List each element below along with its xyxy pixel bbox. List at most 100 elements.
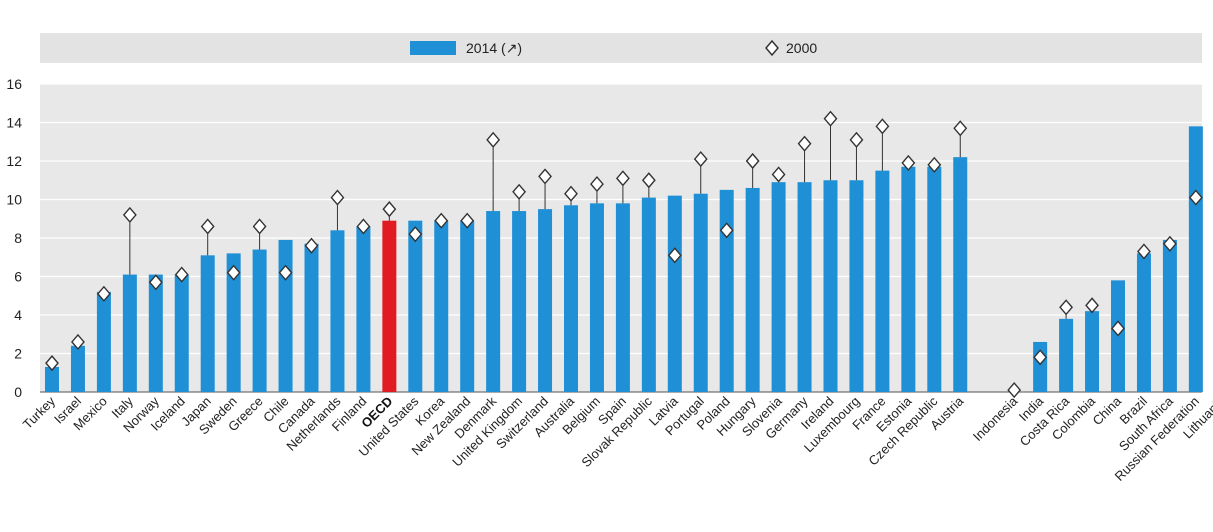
y-tick-label: 8: [14, 230, 22, 246]
marker-2000-canada: [304, 237, 319, 254]
marker-2000-luxembourg: [849, 131, 864, 148]
marker-2000-germany: [797, 135, 812, 152]
marker-2000-oecd: [382, 201, 397, 218]
marker-2000-finland: [356, 218, 371, 235]
marker-2000-mexico: [96, 285, 111, 302]
bar-belgium: [589, 203, 604, 392]
marker-2000-indonesia: [1007, 381, 1022, 399]
marker-2000-united-kingdom: [512, 183, 527, 200]
bar-czech-republic: [927, 166, 942, 392]
bar-new-zealand: [460, 220, 475, 392]
bar-portugal: [693, 193, 708, 392]
bar-greece: [252, 249, 267, 392]
x-tick-label-indonesia: Indonesia: [970, 393, 1021, 444]
markers-2000: [45, 110, 1203, 399]
marker-2000-israel: [71, 333, 85, 351]
marker-2000-estonia: [901, 154, 916, 172]
bar-spain: [615, 203, 630, 392]
y-tick-label: 14: [6, 115, 22, 131]
bar-united-kingdom: [512, 211, 527, 392]
bar-israel: [70, 345, 85, 392]
bar-mexico: [96, 291, 111, 392]
marker-2000-korea: [434, 212, 449, 229]
marker-2000-hungary: [745, 152, 760, 170]
marker-2000-portugal: [693, 150, 708, 168]
marker-2000-norway: [148, 274, 163, 291]
bar-france: [875, 170, 890, 392]
marker-2000-ireland: [823, 110, 838, 127]
marker-2000-costa-rica: [1059, 299, 1074, 316]
x-tick-label-turkey: Turkey: [20, 393, 59, 432]
marker-2000-united-states: [408, 226, 423, 243]
y-tick-label: 2: [14, 346, 22, 362]
bar-finland: [356, 226, 371, 392]
bar-oecd: [382, 220, 397, 392]
bar-norway: [148, 274, 163, 392]
y-tick-label: 12: [6, 153, 22, 169]
y-tick-label: 16: [6, 76, 22, 92]
marker-2000-slovenia: [771, 166, 786, 183]
marker-2000-spain: [615, 170, 630, 187]
marker-2000-denmark: [486, 131, 501, 148]
bar-colombia: [1085, 311, 1100, 392]
bar-russian-federation: [1188, 126, 1203, 392]
legend-item-2014: 2014 (↗): [410, 40, 522, 56]
marker-2000-turkey: [45, 355, 59, 372]
y-tick-label: 10: [6, 192, 22, 208]
bar-hungary: [745, 187, 760, 392]
legend-panel: [40, 33, 1202, 63]
marker-2000-sweden: [226, 264, 241, 281]
marker-2000-brazil: [1137, 243, 1151, 260]
marker-2000-france: [875, 118, 890, 135]
bar-japan: [200, 255, 215, 392]
bar-slovenia: [771, 182, 786, 392]
marker-2000-austria: [953, 120, 968, 137]
bars: [45, 126, 1203, 392]
bar-brazil: [1136, 253, 1151, 392]
bar-denmark: [486, 211, 501, 392]
marker-2000-slovak-republic: [641, 172, 656, 189]
bar-canada: [304, 243, 319, 392]
marker-2000-japan: [200, 218, 215, 235]
bar-sweden: [226, 253, 241, 392]
marker-2000-india: [1033, 349, 1048, 366]
legend-label-2000: 2000: [786, 40, 817, 56]
marker-2000-netherlands: [330, 189, 345, 206]
y-tick-label: 6: [14, 269, 22, 285]
bar-korea: [434, 220, 449, 392]
bar-iceland: [174, 274, 189, 392]
y-tick-label: 0: [14, 384, 22, 400]
bar-united-states: [408, 220, 423, 392]
marker-2000-latvia: [667, 247, 682, 264]
marker-2000-iceland: [174, 266, 189, 283]
marker-2000-chile: [278, 264, 293, 281]
marker-2000-china: [1111, 320, 1125, 337]
marker-2000-switzerland: [538, 168, 552, 185]
x-tick-label-china: China: [1089, 393, 1124, 428]
marker-2000-belgium: [590, 176, 604, 193]
marker-2000-new-zealand: [460, 212, 475, 229]
bar-chile: [278, 239, 293, 392]
y-tick-label: 4: [14, 307, 22, 323]
bar-latvia: [667, 195, 682, 392]
marker-2000-italy: [122, 206, 137, 223]
bar-poland: [719, 189, 734, 392]
legend-label-2014: 2014 (↗): [466, 40, 522, 56]
marker-2000-czech-republic: [927, 156, 942, 173]
bar-netherlands: [330, 230, 345, 392]
bar-south-africa: [1162, 239, 1177, 392]
legend-item-2000: 2000: [765, 39, 817, 57]
marker-2000-poland: [719, 222, 734, 239]
y-axis-ticks: 0 2 4 6 8 10 12 14 16: [6, 76, 22, 400]
bar-ireland: [823, 180, 838, 392]
x-axis-labels: TurkeyIsraelMexicoItalyNorwayIcelandJapa…: [20, 393, 1213, 484]
legend-marker-2000: [765, 39, 779, 57]
bar-switzerland: [538, 209, 553, 392]
marker-2000-colombia: [1085, 297, 1099, 314]
bar-austria: [953, 157, 968, 392]
marker-2000-russian-federation: [1188, 189, 1203, 206]
bar-luxembourg: [849, 180, 864, 392]
bar-estonia: [901, 166, 916, 392]
